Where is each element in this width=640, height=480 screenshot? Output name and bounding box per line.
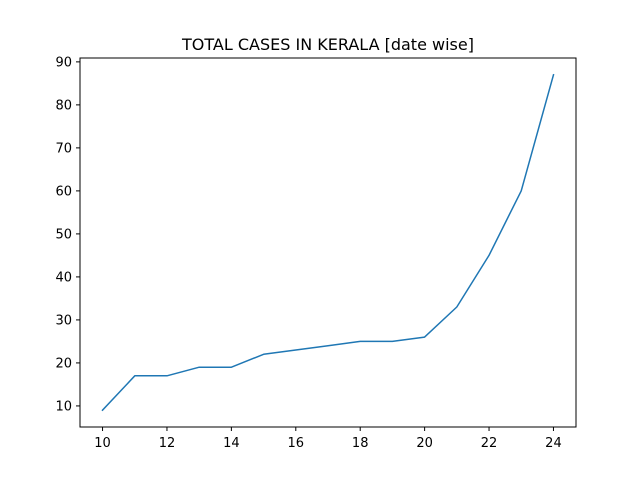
y-tick-label: 20 (55, 356, 72, 371)
data-point-24 (552, 73, 555, 76)
data-point-15 (262, 353, 265, 356)
y-tick-label: 10 (55, 399, 72, 414)
data-point-21 (455, 306, 458, 309)
x-tick-label: 12 (159, 436, 176, 451)
y-tick-label: 70 (55, 141, 72, 156)
data-point-11 (133, 374, 136, 377)
data-point-14 (230, 366, 233, 369)
y-tick-label: 30 (55, 313, 72, 328)
data-point-16 (294, 349, 297, 352)
data-point-12 (166, 374, 169, 377)
y-tick-label: 80 (55, 98, 72, 113)
chart-title: TOTAL CASES IN KERALA [date wise] (181, 35, 474, 54)
x-tick-label: 16 (288, 436, 305, 451)
data-point-17 (327, 344, 330, 347)
x-tick-label: 20 (416, 436, 433, 451)
x-tick-label: 14 (223, 436, 240, 451)
series-line-0 (101, 73, 555, 412)
x-tick-label: 24 (545, 436, 562, 451)
y-tick-label: 40 (55, 270, 72, 285)
axes-frame (79, 57, 577, 428)
x-tick-label: 10 (94, 436, 111, 451)
y-tick-label: 90 (55, 55, 72, 70)
data-point-20 (423, 336, 426, 339)
x-tick-label: 18 (352, 436, 369, 451)
data-point-18 (359, 340, 362, 343)
data-point-19 (391, 340, 394, 343)
data-point-10 (101, 409, 104, 412)
data-point-13 (198, 366, 201, 369)
data-point-23 (520, 189, 523, 192)
data-point-22 (488, 254, 491, 257)
y-tick-label: 50 (55, 227, 72, 242)
x-tick-label: 22 (481, 436, 498, 451)
y-tick-label: 60 (55, 184, 72, 199)
plot-area: 10 12 14 16 18 20 22 24 10 20 30 40 50 60 70 80 90 (55, 55, 577, 451)
